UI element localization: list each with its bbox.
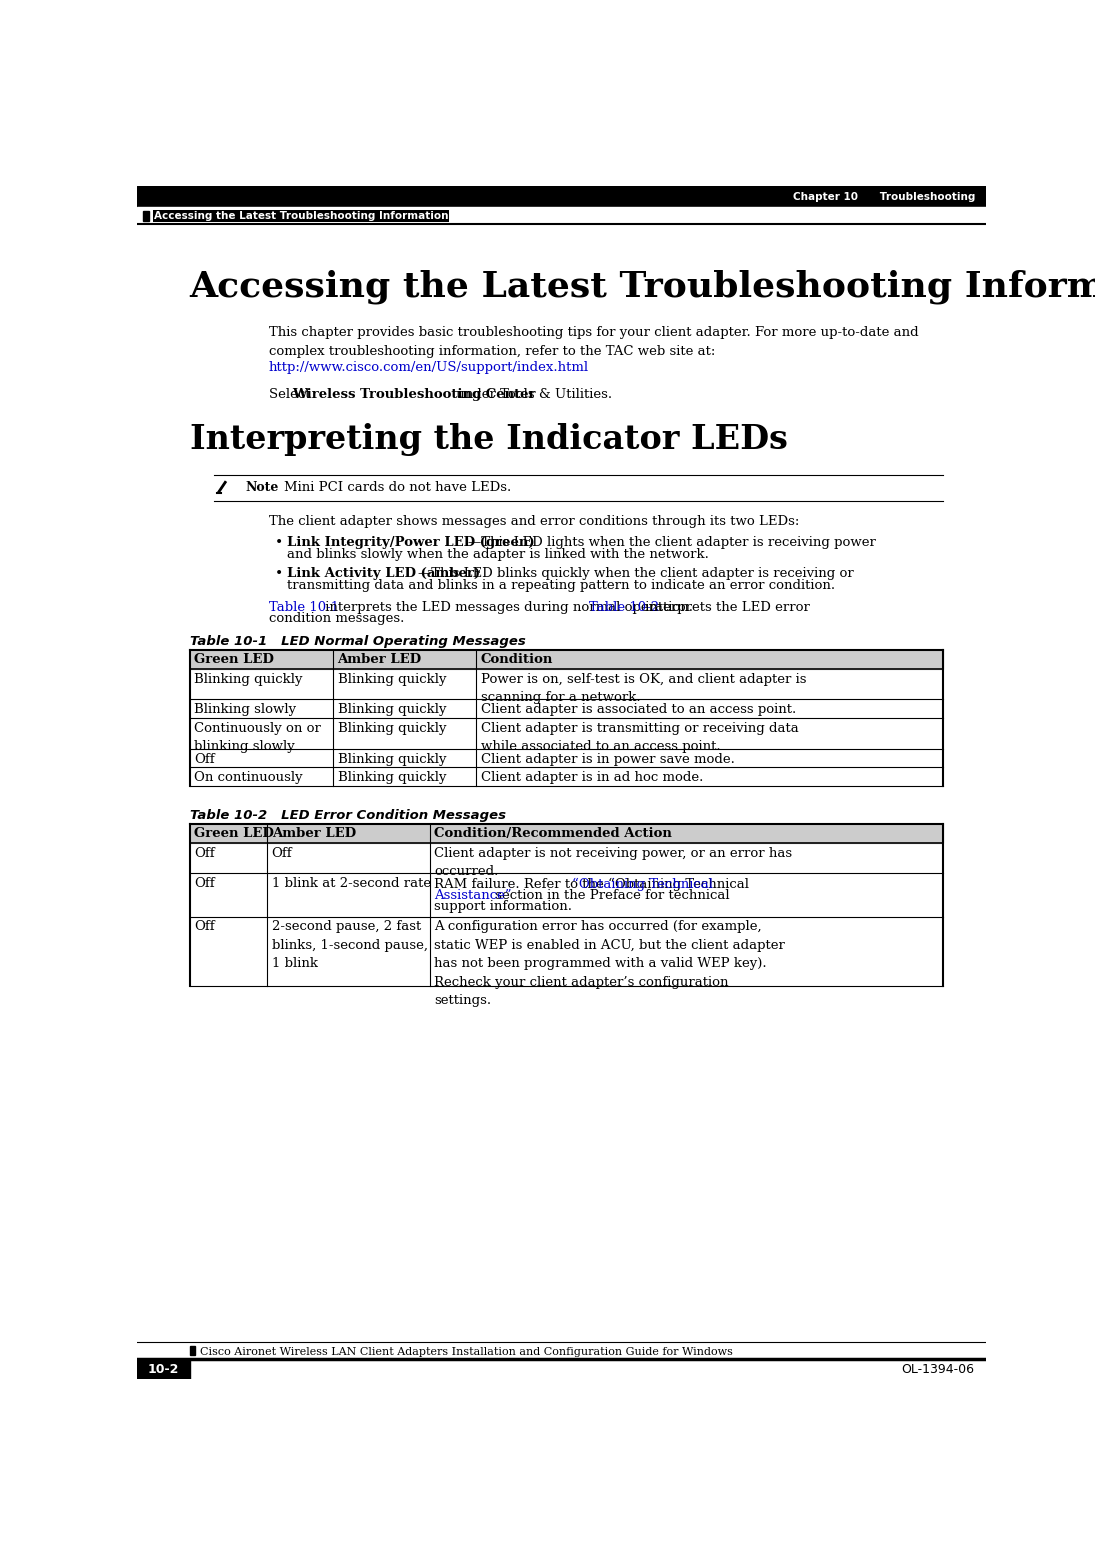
Text: Blinking quickly: Blinking quickly [194, 672, 302, 686]
Text: The client adapter shows messages and error conditions through its two LEDs:: The client adapter shows messages and er… [268, 514, 799, 528]
Text: Table 10-2   LED Error Condition Messages: Table 10-2 LED Error Condition Messages [189, 809, 506, 823]
Text: Green LED: Green LED [194, 827, 274, 840]
Text: Off: Off [194, 753, 215, 765]
Text: Amber LED: Amber LED [337, 654, 422, 666]
Text: interprets the LED messages during normal operation.: interprets the LED messages during norma… [321, 601, 696, 613]
Text: Off: Off [194, 920, 215, 934]
Text: Assistance”: Assistance” [435, 889, 512, 902]
Text: Client adapter is in power save mode.: Client adapter is in power save mode. [481, 753, 735, 765]
Text: This chapter provides basic troubleshooting tips for your client adapter. For mo: This chapter provides basic troubleshoot… [268, 325, 919, 358]
Text: Condition: Condition [481, 654, 553, 666]
Bar [189, 824, 943, 843]
Text: Amber LED: Amber LED [272, 827, 356, 840]
Text: Blinking quickly: Blinking quickly [337, 771, 446, 784]
Text: Client adapter is associated to an access point.: Client adapter is associated to an acces… [481, 703, 796, 716]
Text: Blinking quickly: Blinking quickly [337, 672, 446, 686]
Text: Blinking quickly: Blinking quickly [337, 722, 446, 734]
Text: Wireless Troubleshooting Center: Wireless Troubleshooting Center [292, 387, 535, 401]
Text: interprets the LED error: interprets the LED error [642, 601, 810, 613]
Text: Accessing the Latest Troubleshooting Information: Accessing the Latest Troubleshooting Inf… [154, 211, 449, 222]
Text: Power is on, self-test is OK, and client adapter is
scanning for a network.: Power is on, self-test is OK, and client… [481, 672, 807, 703]
Text: Off: Off [272, 847, 292, 860]
Text: Chapter 10      Troubleshooting: Chapter 10 Troubleshooting [793, 192, 976, 201]
Text: under Tools & Utilities.: under Tools & Utilities. [452, 387, 612, 401]
Text: Condition/Recommended Action: Condition/Recommended Action [435, 827, 672, 840]
Text: Client adapter is transmitting or receiving data
while associated to an access p: Client adapter is transmitting or receiv… [481, 722, 798, 753]
Text: Client adapter is in ad hoc mode.: Client adapter is in ad hoc mode. [481, 771, 703, 784]
Text: A configuration error has occurred (for example,
static WEP is enabled in ACU, b: A configuration error has occurred (for … [435, 920, 785, 1007]
Text: Mini PCI cards do not have LEDs.: Mini PCI cards do not have LEDs. [284, 480, 511, 494]
Bar [137, 186, 986, 208]
Text: Accessing the Latest Troubleshooting Information: Accessing the Latest Troubleshooting Inf… [189, 270, 1095, 304]
Text: Green LED: Green LED [194, 654, 274, 666]
Text: —This LED blinks quickly when the client adapter is receiving or: —This LED blinks quickly when the client… [418, 567, 854, 579]
Text: Continuously on or
blinking slowly: Continuously on or blinking slowly [194, 722, 321, 753]
Text: Cisco Aironet Wireless LAN Client Adapters Installation and Configuration Guide : Cisco Aironet Wireless LAN Client Adapte… [200, 1348, 734, 1357]
Text: Table 10-1: Table 10-1 [268, 601, 338, 613]
Text: RAM failure. Refer to the “Obtaining Technical: RAM failure. Refer to the “Obtaining Tec… [435, 877, 749, 891]
Text: 2-second pause, 2 fast
blinks, 1-second pause,
1 blink: 2-second pause, 2 fast blinks, 1-second … [272, 920, 428, 971]
Text: —This LED lights when the client adapter is receiving power: —This LED lights when the client adapter… [468, 536, 876, 550]
Text: Off: Off [194, 877, 215, 891]
Text: Blinking quickly: Blinking quickly [337, 753, 446, 765]
Text: OL-1394-06: OL-1394-06 [901, 1363, 973, 1376]
Text: Client adapter is not receiving power, or an error has
occurred.: Client adapter is not receiving power, o… [435, 847, 793, 878]
Text: Note: Note [245, 480, 279, 494]
Text: http://www.cisco.com/en/US/support/index.html: http://www.cisco.com/en/US/support/index… [268, 361, 589, 375]
Text: On continuously: On continuously [194, 771, 303, 784]
Text: 1 blink at 2-second rate: 1 blink at 2-second rate [272, 877, 430, 891]
Bar [137, 208, 986, 225]
Text: Link Activity LED (amber): Link Activity LED (amber) [287, 567, 481, 579]
Text: Blinking quickly: Blinking quickly [337, 703, 446, 716]
Bar [137, 1360, 189, 1380]
Text: Blinking slowly: Blinking slowly [194, 703, 297, 716]
Text: transmitting data and blinks in a repeating pattern to indicate an error conditi: transmitting data and blinks in a repeat… [287, 579, 835, 592]
Text: Table 10-2: Table 10-2 [589, 601, 659, 613]
Text: section in the Preface for technical: section in the Preface for technical [491, 889, 729, 902]
Bar [143, 211, 149, 222]
Text: Table 10-1   LED Normal Operating Messages: Table 10-1 LED Normal Operating Messages [189, 635, 526, 647]
Text: support information.: support information. [435, 900, 573, 914]
Text: •: • [275, 567, 284, 581]
Text: Interpreting the Indicator LEDs: Interpreting the Indicator LEDs [189, 423, 787, 455]
Bar [189, 651, 943, 669]
Text: •: • [275, 536, 284, 550]
Text: “Obtaining Technical: “Obtaining Technical [573, 877, 714, 891]
Text: Link Integrity/Power LED (green): Link Integrity/Power LED (green) [287, 536, 534, 550]
Text: 10-2: 10-2 [148, 1363, 178, 1376]
Bar [189, 1346, 195, 1355]
Text: Select: Select [268, 387, 314, 401]
Text: and blinks slowly when the adapter is linked with the network.: and blinks slowly when the adapter is li… [287, 548, 710, 561]
Text: Off: Off [194, 847, 215, 860]
Text: condition messages.: condition messages. [268, 612, 404, 626]
